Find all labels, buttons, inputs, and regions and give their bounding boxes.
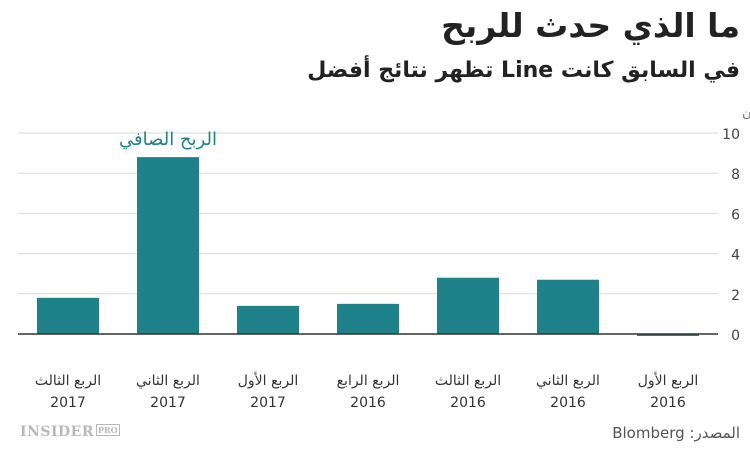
chart-subtitle: في السابق كانت Line تظهر نتائج أفضل: [307, 58, 740, 83]
insider-pro-logo: INSIDER PRO: [20, 424, 120, 440]
bar: [437, 277, 499, 334]
x-tick-year: 2016: [350, 395, 386, 411]
bar: [337, 303, 399, 334]
bar: [137, 157, 199, 334]
chart-title: ما الذي حدث للربح: [441, 6, 740, 45]
bar-chart: 0 2 4 6 8 10الين الربع الثالث 2017 الربع الثاني 2…: [18, 105, 750, 411]
x-tick-year: 2016: [550, 395, 586, 411]
x-tick-label: الربع الثاني: [136, 373, 200, 389]
x-tick-year: 2016: [450, 395, 486, 411]
logo-text: INSIDER: [20, 424, 94, 440]
y-tick-label: 10: [722, 127, 740, 143]
y-axis-label: الين: [742, 105, 750, 120]
bar: [237, 305, 299, 334]
logo-pro-badge: PRO: [95, 424, 120, 436]
x-tick-label: الربع الثاني: [536, 373, 600, 389]
x-tick-label: الربع الثالث: [435, 373, 501, 389]
bar: [37, 297, 99, 334]
y-tick-label: 4: [731, 248, 740, 264]
x-tick-year: 2017: [250, 395, 286, 411]
y-tick-label: 2: [731, 288, 740, 304]
x-tick-year: 2017: [150, 395, 186, 411]
x-tick-label: الربع الأول: [238, 371, 298, 389]
x-tick-label: الربع الرابع: [337, 373, 400, 389]
bar: [537, 279, 599, 334]
y-tick-label: 6: [731, 207, 740, 223]
x-tick-label: الربع الثالث: [35, 373, 101, 389]
series-annotation: الربح الصافي: [119, 129, 217, 150]
y-tick-label: 8: [731, 167, 740, 183]
x-tick-year: 2016: [650, 395, 686, 411]
x-tick-label: الربع الأول: [638, 371, 698, 389]
bar: [637, 334, 699, 337]
y-tick-label: 0: [731, 328, 740, 344]
x-tick-year: 2017: [50, 395, 86, 411]
source-note: المصدر: Blomberg: [612, 424, 740, 442]
